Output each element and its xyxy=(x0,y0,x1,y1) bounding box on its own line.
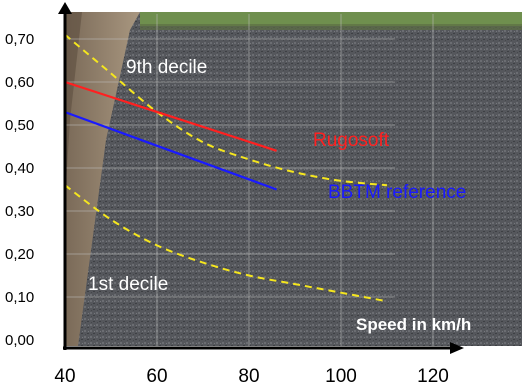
y-tick-labels: 0,00 0,10 0,20 0,30 0,40 0,50 0,60 0,70 xyxy=(5,31,34,349)
y-tick-label: 0,10 xyxy=(5,289,34,306)
x-tick-labels: 40 60 80 100 120 xyxy=(54,366,448,387)
y-tick-label: 0,20 xyxy=(5,246,34,263)
road-photo xyxy=(65,12,522,346)
series-line-1st-decile xyxy=(65,184,388,303)
y-tick-label: 0,40 xyxy=(5,160,34,177)
y-tick-label: 0,30 xyxy=(5,203,34,220)
series-line-rugosoft xyxy=(65,80,277,152)
y-tick-label: 0,70 xyxy=(5,31,34,48)
label-rugosoft: Rugosoft xyxy=(313,130,390,151)
label-9th-decile: 9th decile xyxy=(126,57,207,78)
series-layer xyxy=(65,33,388,303)
y-tick-label: 0,60 xyxy=(5,74,34,91)
series-line-9th-decile xyxy=(65,33,388,187)
y-tick-label: 0,00 xyxy=(5,332,34,349)
label-bbtm-reference: BBTM reference xyxy=(328,182,466,203)
x-tick-label: 40 xyxy=(54,366,75,387)
y-axis-arrow xyxy=(58,2,72,14)
series-line-bbtm-reference xyxy=(65,111,277,191)
x-tick-label: 80 xyxy=(238,366,259,387)
x-tick-label: 120 xyxy=(417,366,449,387)
x-tick-label: 60 xyxy=(146,366,167,387)
y-tick-label: 0,50 xyxy=(5,117,34,134)
label-1st-decile: 1st decile xyxy=(88,274,168,295)
x-axis-arrow xyxy=(450,342,464,354)
x-tick-label: 100 xyxy=(325,366,357,387)
x-axis-title: Speed in km/h xyxy=(356,315,471,334)
